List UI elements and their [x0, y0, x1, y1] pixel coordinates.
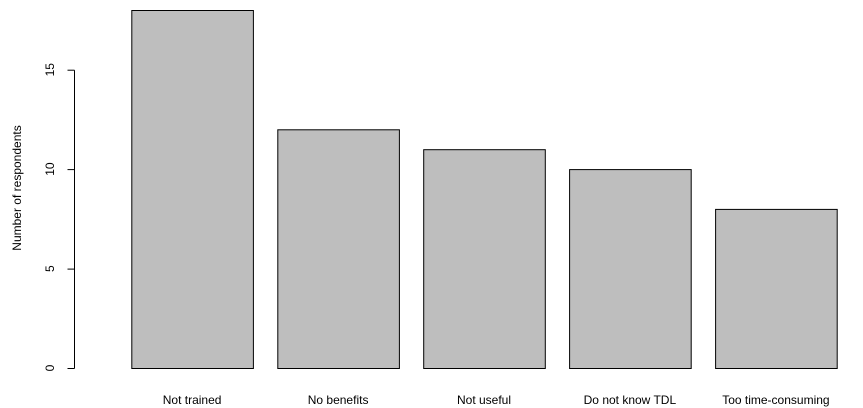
- bar-2: [423, 149, 546, 369]
- x-tick-label: No benefits: [308, 393, 369, 407]
- x-tick-label: Not useful: [457, 393, 511, 407]
- bar-1: [277, 129, 400, 369]
- y-tick-label: 10: [43, 162, 57, 176]
- bars-group: [131, 10, 838, 369]
- bar-4: [715, 208, 838, 369]
- bar-3: [569, 169, 692, 369]
- y-tick-label: 15: [43, 63, 57, 77]
- x-tick-label: Too time-consuming: [722, 393, 829, 407]
- y-axis: 0 5 10 15: [43, 63, 75, 371]
- x-tick-label: Do not know TDL: [584, 393, 677, 407]
- x-axis-labels: Not trained No benefits Not useful Do not k…: [163, 393, 830, 407]
- x-tick-label: Not trained: [163, 393, 222, 407]
- bar-0: [131, 10, 254, 369]
- y-tick-label: 0: [43, 364, 57, 371]
- y-axis-title: Number of respondents: [10, 125, 24, 250]
- y-tick-label: 5: [43, 265, 57, 272]
